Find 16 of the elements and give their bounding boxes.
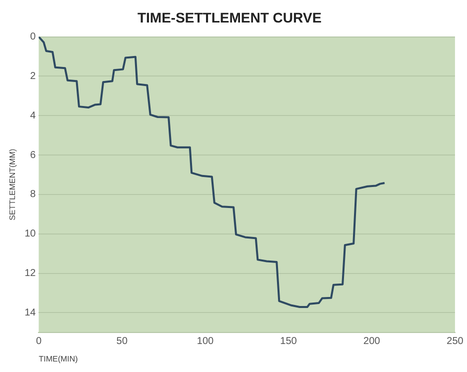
chart-title: TIME-SETTLEMENT CURVE <box>137 9 322 26</box>
x-tick-label: 200 <box>363 336 381 348</box>
y-tick-label: 12 <box>24 268 36 280</box>
y-tick-label: 10 <box>24 228 36 240</box>
y-tick-label: 14 <box>24 307 36 318</box>
y-tick-label: 6 <box>30 150 36 161</box>
x-tick-label: 100 <box>196 336 214 348</box>
y-tick-label: 8 <box>30 189 36 200</box>
x-axis-title: TIME(MIN) <box>38 354 78 364</box>
y-axis-title: SETTLEMENT(MM) <box>8 148 18 220</box>
y-tick-label: 2 <box>30 70 36 82</box>
y-tick-label: 4 <box>30 110 36 122</box>
x-tick-label: 50 <box>116 336 128 348</box>
y-tick-label: 0 <box>30 32 36 43</box>
x-tick-label: 150 <box>280 336 298 348</box>
x-tick-label: 250 <box>446 336 464 348</box>
